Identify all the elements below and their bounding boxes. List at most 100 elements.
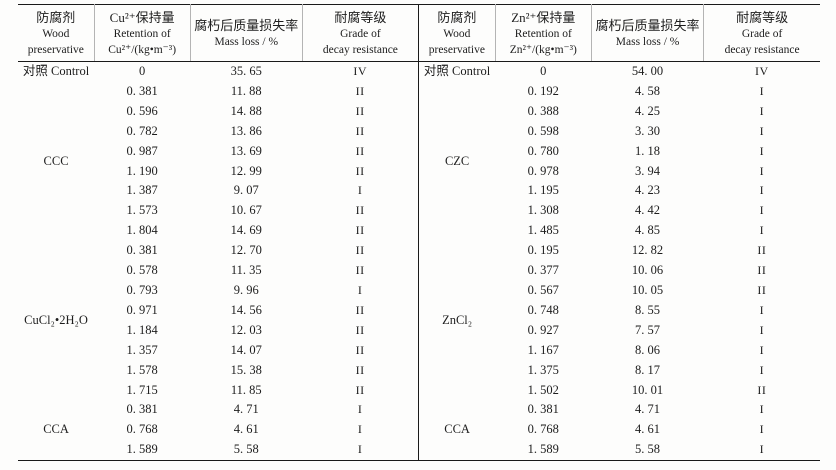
decay-grade: I bbox=[759, 183, 765, 198]
header-line-unit: Cu²⁺/(kg•m⁻³) bbox=[108, 43, 177, 56]
decay-grade: I bbox=[759, 123, 765, 138]
table-row: CZC 0. 192 4. 58 I bbox=[419, 82, 820, 168]
preservative-name: CCC bbox=[43, 153, 69, 168]
table-row: 0. 978 3. 94 I bbox=[419, 162, 820, 182]
mass-loss-value: 7. 57 bbox=[635, 322, 661, 337]
mass-loss-value: 4. 71 bbox=[233, 402, 259, 417]
zinc-preservative-table: 防腐剂 Wood preservative Zn²⁺保持量 Retention … bbox=[419, 4, 820, 462]
header-wood-preservative: 防腐剂 Wood preservative bbox=[419, 4, 496, 62]
header-line-en: preservative bbox=[27, 43, 84, 56]
header-decay-grade: 耐腐等级 Grade of decay resistance bbox=[302, 4, 419, 62]
table-row: 1. 184 12. 03 II bbox=[18, 321, 419, 341]
table-row: 0. 388 4. 25 I bbox=[419, 102, 820, 122]
decay-grade: I bbox=[759, 203, 765, 218]
header-line-cn: 耐腐等级 bbox=[736, 9, 789, 25]
header-line-en: Grade of bbox=[741, 27, 783, 40]
table-body: 对照 Control 0 35. 65 IV CCC 0. 381 11. 88 II 0. 5… bbox=[18, 62, 419, 461]
decay-grade: II bbox=[355, 143, 365, 158]
mass-loss-value: 10. 05 bbox=[631, 282, 664, 297]
table-row: 1. 357 14. 07 II bbox=[18, 341, 419, 361]
table-row: ZnCl₂ 0. 195 12. 82 II bbox=[419, 241, 820, 327]
preservative-name: CCA bbox=[43, 422, 69, 437]
decay-grade: I bbox=[759, 223, 765, 238]
decay-grade: I bbox=[357, 442, 363, 457]
retention-value: 1. 184 bbox=[126, 322, 158, 337]
retention-value: 0. 192 bbox=[527, 83, 559, 98]
table-row: 0. 578 11. 35 II bbox=[18, 261, 419, 281]
mass-loss-value: 12. 82 bbox=[631, 243, 664, 258]
decay-grade: II bbox=[355, 263, 365, 278]
table-row: CuCl₂•2H₂O 0. 381 12. 70 II bbox=[18, 241, 419, 327]
table-row: 0. 782 13. 86 II bbox=[18, 122, 419, 142]
retention-value: 0 bbox=[139, 64, 146, 78]
decay-grade: I bbox=[759, 163, 765, 178]
retention-value: 0. 567 bbox=[527, 282, 559, 297]
decay-grade: II bbox=[355, 243, 365, 258]
retention-value: 0. 381 bbox=[527, 402, 559, 417]
header-line-en: Wood bbox=[443, 27, 471, 40]
mass-loss-value: 4. 61 bbox=[233, 422, 259, 437]
retention-value: 1. 357 bbox=[126, 342, 158, 357]
retention-value: 0. 377 bbox=[527, 263, 559, 278]
header-line-en: Retention of bbox=[113, 27, 171, 40]
preservative-name: ZnCl₂ bbox=[442, 312, 473, 327]
retention-value: 0. 780 bbox=[527, 143, 559, 158]
retention-value: 0. 793 bbox=[126, 282, 158, 297]
decay-grade: IV bbox=[755, 64, 769, 78]
mass-loss-value: 10. 06 bbox=[631, 263, 664, 278]
decay-grade: II bbox=[355, 342, 365, 357]
table-header: 防腐剂 Wood preservative Zn²⁺保持量 Retention … bbox=[419, 4, 820, 62]
header-line-en: Grade of bbox=[340, 27, 381, 40]
mass-loss-value: 13. 69 bbox=[230, 143, 262, 158]
decay-grade: II bbox=[355, 163, 365, 178]
decay-grade: II bbox=[355, 322, 365, 337]
mass-loss-value: 5. 58 bbox=[635, 442, 661, 457]
header-zn-retention: Zn²⁺保持量 Retention of Zn²⁺/(kg•m⁻³) bbox=[495, 4, 592, 62]
decay-grade: II bbox=[757, 243, 767, 258]
retention-value: 0. 381 bbox=[126, 83, 158, 98]
header-row: 防腐剂 Wood preservative Cu²⁺保持量 Retention … bbox=[18, 4, 419, 62]
header-row: 防腐剂 Wood preservative Zn²⁺保持量 Retention … bbox=[419, 4, 820, 62]
mass-loss-value: 11. 35 bbox=[230, 263, 262, 278]
header-line-en: preservative bbox=[428, 43, 485, 56]
mass-loss-value: 3. 30 bbox=[635, 123, 661, 138]
header-decay-grade: 耐腐等级 Grade of decay resistance bbox=[703, 4, 820, 62]
retention-value: 1. 485 bbox=[527, 223, 559, 238]
decay-grade: I bbox=[759, 302, 765, 317]
retention-value: 0. 381 bbox=[126, 402, 158, 417]
mass-loss-value: 5. 58 bbox=[233, 442, 259, 457]
decay-grade: II bbox=[757, 263, 767, 278]
retention-value: 0. 978 bbox=[527, 163, 559, 178]
preservative-name: 对照 Control bbox=[423, 64, 491, 78]
table-row: 1. 485 4. 85 I bbox=[419, 221, 820, 241]
retention-value: 1. 195 bbox=[527, 183, 559, 198]
mass-loss-value: 11. 88 bbox=[230, 83, 262, 98]
header-line-cn: Zn²⁺保持量 bbox=[511, 9, 576, 25]
mass-loss-value: 8. 06 bbox=[635, 342, 661, 357]
retention-value: 1. 167 bbox=[527, 342, 559, 357]
retention-value: 0. 598 bbox=[527, 123, 559, 138]
header-line-en: Mass loss / % bbox=[214, 35, 279, 48]
mass-loss-value: 12. 70 bbox=[230, 243, 262, 258]
table-row: 1. 573 10. 67 II bbox=[18, 201, 419, 221]
retention-value: 0. 388 bbox=[527, 103, 559, 118]
header-line-cn: 腐朽后质量损失率 bbox=[595, 17, 700, 33]
mass-loss-value: 10. 01 bbox=[631, 382, 664, 397]
decay-grade: I bbox=[357, 282, 363, 297]
decay-grade: IV bbox=[353, 64, 367, 78]
retention-value: 0. 782 bbox=[126, 123, 158, 138]
mass-loss-value: 4. 71 bbox=[635, 402, 661, 417]
retention-value: 1. 573 bbox=[126, 203, 158, 218]
decay-grade: I bbox=[759, 422, 765, 437]
decay-grade: II bbox=[355, 302, 365, 317]
mass-loss-value: 8. 55 bbox=[635, 302, 661, 317]
decay-grade: II bbox=[355, 362, 365, 377]
decay-grade: II bbox=[355, 103, 365, 118]
table-row: 0. 971 14. 56 II bbox=[18, 301, 419, 321]
table-row: 1. 589 5. 58 I bbox=[18, 440, 419, 460]
mass-loss-value: 9. 96 bbox=[233, 282, 259, 297]
decay-grade: II bbox=[355, 203, 365, 218]
decay-grade: I bbox=[759, 342, 765, 357]
preservative-name: 对照 Control bbox=[22, 64, 90, 78]
decay-grade: I bbox=[357, 402, 363, 417]
